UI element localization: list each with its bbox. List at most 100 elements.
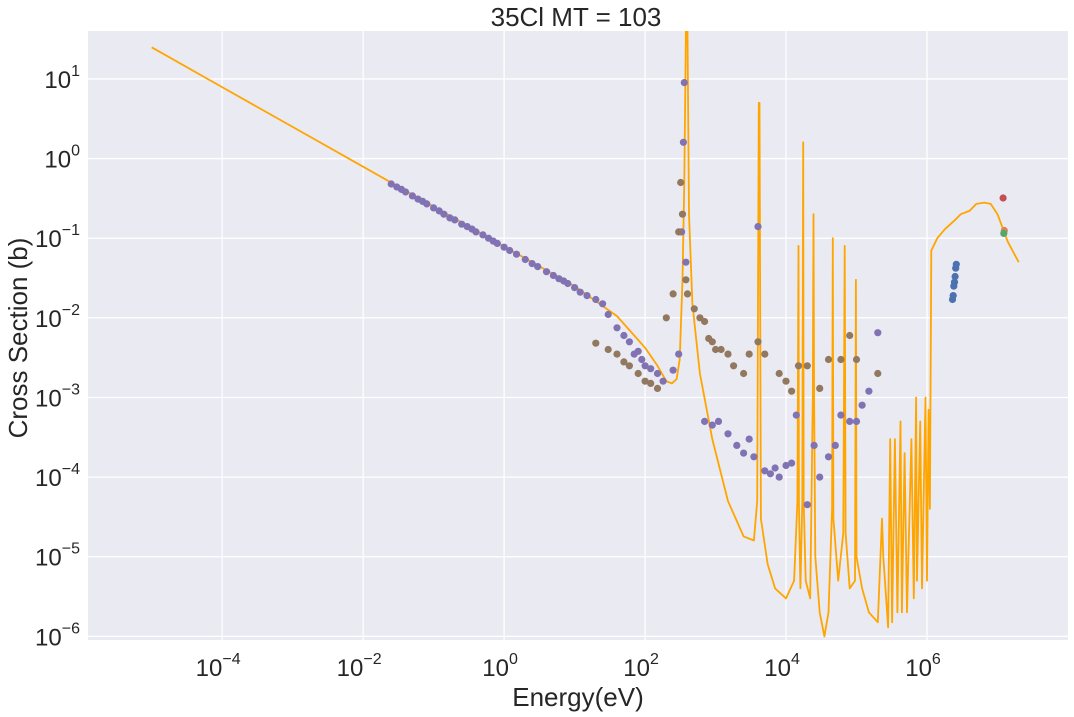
data-point — [387, 180, 395, 188]
data-point — [592, 295, 600, 304]
data-point — [874, 369, 882, 378]
data-point — [865, 387, 873, 395]
data-point — [754, 338, 762, 346]
data-point — [951, 272, 959, 281]
y-tick-label: 101 — [44, 63, 80, 94]
data-point — [816, 384, 824, 392]
data-point — [712, 345, 720, 354]
data-point — [679, 138, 688, 146]
data-point — [659, 377, 667, 385]
data-point — [408, 192, 416, 200]
data-point — [824, 355, 833, 364]
data-point — [683, 290, 692, 298]
data-point — [528, 260, 536, 268]
data-point — [750, 453, 758, 461]
data-point — [733, 441, 741, 449]
data-point — [564, 279, 572, 288]
data-point — [675, 228, 683, 236]
x-axis-ticks: 10−4 10−2 100 102 104 106 — [196, 651, 941, 682]
data-point — [641, 362, 649, 370]
data-point — [542, 268, 551, 276]
data-point — [682, 276, 690, 284]
data-point — [653, 369, 662, 378]
data-point — [576, 288, 584, 296]
data-point — [638, 355, 646, 364]
data-point — [999, 194, 1007, 202]
data-point — [852, 417, 861, 425]
y-tick-label: 10−4 — [35, 461, 80, 492]
data-point — [724, 430, 732, 438]
data-point — [810, 441, 818, 449]
data-point — [669, 290, 677, 298]
data-point — [521, 255, 529, 264]
data-point — [592, 339, 600, 347]
data-point — [831, 441, 839, 449]
data-point — [788, 459, 796, 467]
data-point — [500, 243, 508, 251]
data-point — [761, 350, 769, 358]
y-tick-label: 10−6 — [35, 620, 80, 651]
data-point — [549, 271, 558, 280]
data-point — [613, 324, 621, 332]
data-point — [740, 369, 748, 378]
data-point — [634, 369, 642, 378]
data-point — [952, 260, 960, 268]
data-point — [837, 355, 845, 364]
data-point — [803, 362, 811, 370]
data-point — [858, 401, 866, 409]
x-tick-label: 100 — [482, 651, 518, 682]
data-point — [440, 210, 448, 218]
data-point — [479, 231, 487, 239]
data-point — [708, 421, 716, 429]
data-point — [641, 377, 649, 385]
x-axis-label: Energy(eV) — [512, 682, 644, 712]
data-point — [816, 473, 824, 481]
data-point — [775, 473, 783, 481]
data-point — [792, 411, 800, 419]
y-tick-label: 10−3 — [35, 381, 80, 412]
y-axis-ticks: 101 100 10−1 10−2 10−3 10−4 10−5 10−6 — [35, 63, 80, 651]
data-point — [874, 329, 882, 337]
data-point — [745, 435, 753, 443]
data-point — [647, 379, 655, 387]
data-point — [423, 200, 431, 208]
data-point — [714, 417, 723, 425]
series-group — [151, 31, 1020, 638]
data-point — [690, 305, 698, 313]
data-point — [761, 467, 769, 475]
data-point — [782, 461, 790, 470]
data-point — [782, 377, 790, 385]
data-point — [599, 300, 607, 308]
chart-marks — [151, 31, 1020, 638]
data-point — [613, 350, 621, 358]
data-point — [701, 417, 709, 425]
evaluated-cross-section-line — [151, 31, 1020, 638]
data-point — [506, 246, 514, 255]
data-point — [740, 449, 748, 457]
data-point — [625, 362, 634, 370]
data-point — [708, 338, 716, 346]
data-point — [824, 453, 833, 461]
y-axis-label: Cross Section (b) — [3, 238, 33, 439]
data-point — [1000, 229, 1008, 237]
data-point — [512, 250, 521, 258]
y-tick-label: 10−1 — [35, 222, 80, 253]
data-point — [678, 210, 687, 218]
data-point — [788, 387, 796, 395]
data-point — [730, 362, 738, 370]
data-point — [604, 345, 612, 354]
data-point — [669, 366, 677, 374]
data-point — [677, 178, 685, 187]
chart-title: 35Cl MT = 103 — [491, 2, 662, 32]
data-point — [846, 331, 854, 340]
y-tick-label: 10−5 — [35, 541, 80, 572]
data-point — [803, 501, 811, 509]
data-point — [430, 204, 438, 212]
data-point — [653, 384, 662, 392]
data-point — [754, 223, 762, 231]
data-point — [766, 470, 775, 478]
data-point — [949, 292, 957, 300]
data-point — [771, 464, 779, 472]
data-point — [837, 411, 845, 419]
